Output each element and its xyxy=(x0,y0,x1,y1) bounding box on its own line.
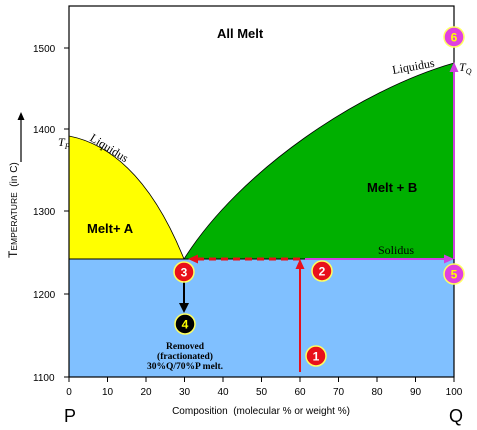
marker-3: 3 xyxy=(173,261,195,283)
y-axis-title: TEMPERATURE (in C) xyxy=(6,162,20,258)
y-axis-title-group: TEMPERATURE (in C) xyxy=(6,162,20,258)
melt-a-label: Melt+ A xyxy=(87,221,134,236)
y-tick-1500: 1500 xyxy=(33,44,56,55)
tq-label: TQ xyxy=(459,60,472,76)
solid-region xyxy=(69,259,454,377)
marker-5-number: 5 xyxy=(451,268,458,282)
x-tick-90: 90 xyxy=(410,387,422,398)
note-line-3: 30%Q/70%P melt. xyxy=(147,362,223,372)
y-axis-arrowhead xyxy=(17,112,25,120)
marker-4: 4 xyxy=(174,313,196,335)
x-tick-60: 60 xyxy=(294,387,306,398)
solidus-label: Solidus xyxy=(378,243,414,257)
x-axis-title: Composition (molecular % or weight %) xyxy=(172,406,350,417)
marker-5: 5 xyxy=(443,263,465,285)
x-tick-70: 70 xyxy=(333,387,345,398)
magenta-horizontal-arrowhead xyxy=(444,254,454,264)
marker-1: 1 xyxy=(305,345,327,367)
right-end-label: Q xyxy=(449,406,463,426)
x-tick-40: 40 xyxy=(217,387,229,398)
x-ticks xyxy=(68,377,455,382)
x-tick-0: 0 xyxy=(66,387,72,398)
x-tick-30: 30 xyxy=(179,387,191,398)
y-tick-1400: 1400 xyxy=(33,125,56,136)
note-line-1: Removed xyxy=(166,342,205,352)
x-tick-100: 100 xyxy=(446,387,463,398)
marker-3-number: 3 xyxy=(181,266,188,280)
marker-2: 2 xyxy=(311,260,333,282)
red-vertical-arrowhead xyxy=(295,259,305,269)
y-ticks xyxy=(64,47,69,378)
y-tick-1100: 1100 xyxy=(33,373,55,384)
marker-6: 6 xyxy=(443,26,465,48)
x-tick-10: 10 xyxy=(102,387,114,398)
note-line-2: (fractionated) xyxy=(157,351,213,362)
x-tick-80: 80 xyxy=(371,387,383,398)
melt-b-label: Melt + B xyxy=(367,180,417,195)
marker-2-number: 2 xyxy=(319,265,326,279)
y-tick-1200: 1200 xyxy=(33,290,56,301)
magenta-vertical-arrowhead xyxy=(449,62,459,72)
x-tick-20: 20 xyxy=(140,387,152,398)
marker-1-number: 1 xyxy=(313,350,320,364)
marker-6-number: 6 xyxy=(451,31,458,45)
red-dashed-arrowhead xyxy=(188,254,198,264)
melt-b-region xyxy=(183,62,455,260)
y-tick-1300: 1300 xyxy=(33,207,56,218)
marker-4-number: 4 xyxy=(182,318,189,332)
black-arrowhead xyxy=(179,303,189,313)
all-melt-label: All Melt xyxy=(217,26,264,41)
x-tick-50: 50 xyxy=(256,387,268,398)
tp-label: TP xyxy=(58,135,70,151)
left-end-label: P xyxy=(64,406,76,426)
